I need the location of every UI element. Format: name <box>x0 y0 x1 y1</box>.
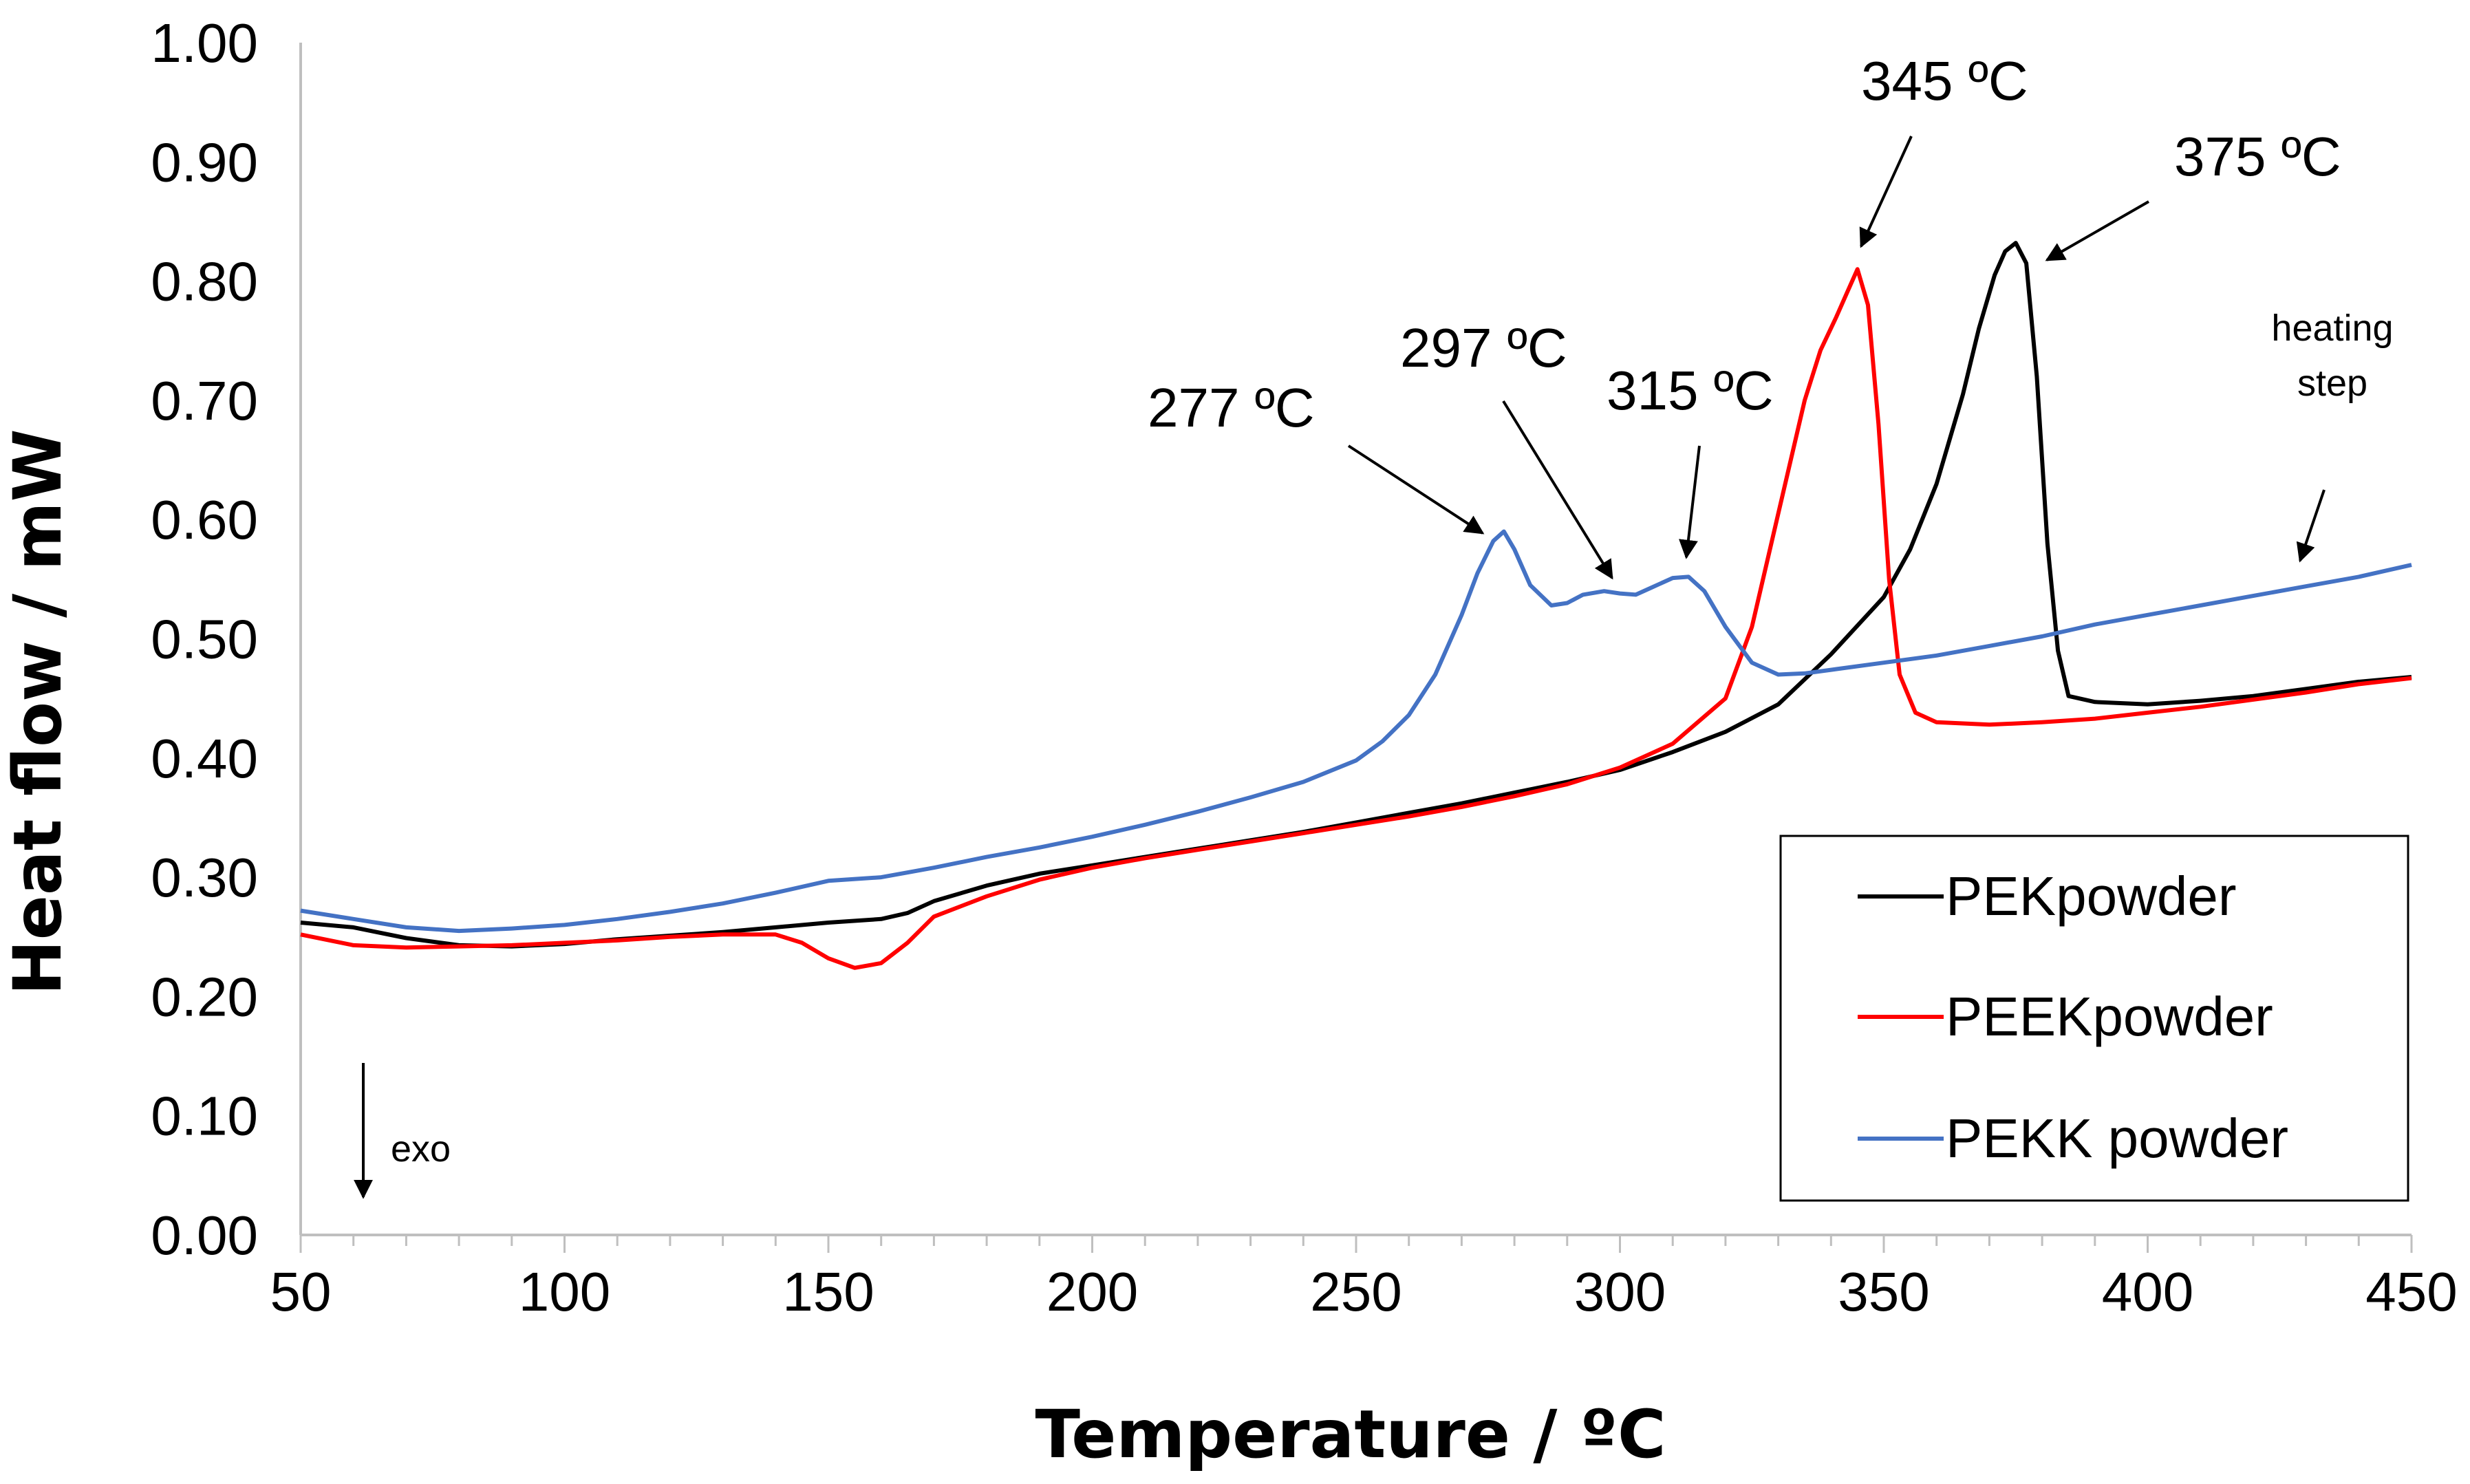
y-tick-label: 0.50 <box>151 609 258 670</box>
annotation-277: 277 ºC <box>1148 377 1315 438</box>
y-tick-label: 0.10 <box>151 1086 258 1147</box>
x-tick-label: 100 <box>519 1261 610 1322</box>
y-tick-label: 0.40 <box>151 728 258 789</box>
x-tick-label: 150 <box>782 1261 874 1322</box>
arrow-heating-step <box>2296 489 2326 563</box>
annotation-heating: heating <box>2271 308 2393 349</box>
x-tick-label: 450 <box>2365 1261 2457 1322</box>
annotation-arrows <box>354 136 2326 1199</box>
x-axis-title: Temperature / ºC <box>1035 1396 1666 1473</box>
y-axis-title: Heat flow / mW <box>0 429 76 995</box>
x-tick-label: 200 <box>1046 1261 1138 1322</box>
legend-label-pek: PEKpowder <box>1946 865 2236 927</box>
arrow-297 <box>1502 400 1613 580</box>
arrow-315 <box>1679 445 1701 559</box>
x-tick-label: 300 <box>1574 1261 1666 1322</box>
y-tick-label: 1.00 <box>151 12 258 74</box>
x-tick-label: 50 <box>270 1261 332 1322</box>
annotation-375: 375 ºC <box>2174 126 2341 187</box>
arrow-345 <box>1859 136 1913 248</box>
annotation-exo: exo <box>391 1128 451 1170</box>
y-tick-label: 0.00 <box>151 1205 258 1266</box>
y-tick-label: 0.30 <box>151 847 258 908</box>
y-tick-label: 0.60 <box>151 489 258 550</box>
series-line-peekpowder <box>300 267 2412 970</box>
arrow-277 <box>1347 444 1485 535</box>
y-axis-ticks: 0.00 0.10 0.20 0.30 0.40 0.50 0.60 0.70 0.80 0.90… <box>151 12 258 1266</box>
annotation-297: 297 ºC <box>1400 317 1567 378</box>
legend: PEKpowder PEEKpowder PEKK powder <box>1779 835 2409 1202</box>
annotation-step: step <box>2297 363 2367 404</box>
annotation-315: 315 ºC <box>1607 360 1774 421</box>
y-tick-label: 0.80 <box>151 251 258 312</box>
series-layer <box>300 241 2412 970</box>
y-tick-label: 0.70 <box>151 370 258 431</box>
x-tick-label: 350 <box>1838 1261 1929 1322</box>
y-tick-label: 0.20 <box>151 966 258 1027</box>
annotation-345: 345 ºC <box>1861 50 2028 111</box>
legend-label-peek: PEEKpowder <box>1946 986 2273 1047</box>
x-tick-label: 400 <box>2102 1261 2193 1322</box>
y-tick-label: 0.90 <box>151 131 258 193</box>
x-tick-label: 250 <box>1310 1261 1402 1322</box>
legend-label-pekk: PEKK powder <box>1946 1108 2288 1169</box>
x-axis-ticks: 50 100 150 200 250 300 350 400 450 <box>270 1235 2458 1322</box>
series-line-pekpowder <box>300 241 2412 949</box>
series-line-pekk-powder <box>300 529 2412 934</box>
arrow-375 <box>2045 200 2149 261</box>
